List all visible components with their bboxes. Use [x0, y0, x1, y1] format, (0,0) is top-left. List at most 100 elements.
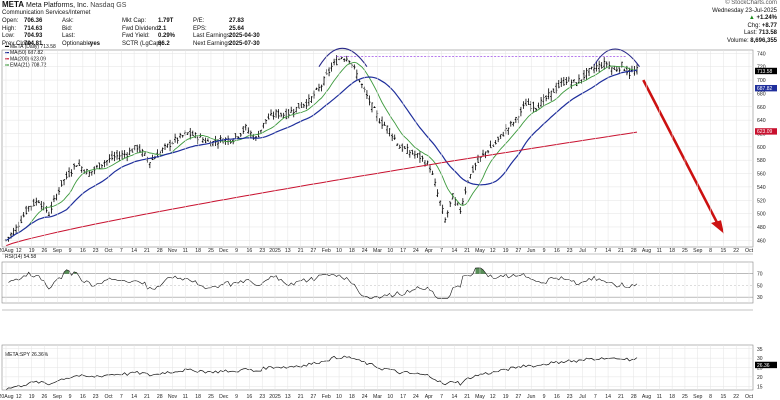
x-tick-label: 2025	[269, 248, 281, 254]
legend-label: EMA(21) 708.72	[10, 63, 47, 69]
x-tick-label: 16	[554, 394, 560, 400]
price-bar	[27, 205, 30, 212]
ma200-tag: 623.09	[757, 129, 773, 135]
price-bar	[439, 200, 442, 206]
x-tick-label: 11	[183, 248, 188, 254]
x-tick-label: 17	[400, 394, 406, 400]
price-bar	[123, 150, 126, 158]
price-bar	[383, 121, 386, 126]
rsi-panel[interactable]: 70 50 30 RSI(14) 54.58	[1, 253, 763, 304]
stat-label: Last:	[62, 33, 76, 40]
price-bar	[259, 129, 263, 134]
stat-value: 0.29%	[158, 33, 176, 40]
x-tick-label: 24	[362, 394, 368, 400]
stat-value: 66.2	[158, 40, 170, 47]
stat-label: SCTR (LgCap):	[122, 40, 164, 47]
price-bar	[428, 165, 432, 173]
price-bar	[274, 109, 278, 118]
price-bar	[141, 148, 144, 157]
price-panel[interactable]: 7407207006806606406206005805605405205004…	[1, 44, 777, 248]
ma200-tag-bg	[755, 128, 777, 135]
price-bar	[368, 95, 371, 106]
x-tick-label: 9	[69, 248, 72, 254]
x-tick-label: Sep	[53, 248, 62, 254]
y-tick-label: 600	[757, 145, 766, 151]
stat-row: Prev Close: 704.81	[2, 40, 46, 48]
x-tick-label: Oct	[104, 248, 113, 254]
x-tick-label: 14	[131, 394, 137, 400]
price-bar	[206, 138, 210, 142]
price-bar	[459, 206, 462, 214]
y-tick-label: 480	[757, 225, 766, 231]
price-bar	[100, 164, 104, 169]
price-bar	[378, 118, 381, 124]
y-tick-label: 460	[757, 238, 766, 244]
stat-value: 714.63	[24, 25, 43, 32]
price-bar	[519, 106, 522, 117]
change-percent: ▲ +1.24%	[748, 15, 777, 22]
ma50-tag-bg	[755, 84, 777, 92]
price-bar	[20, 215, 23, 224]
x-tick-label: May	[475, 248, 485, 254]
y-tick-label: 640	[757, 118, 766, 124]
stat-label: Last Earnings:	[193, 33, 232, 40]
x-tick-label: 23	[93, 248, 99, 254]
ratio-panel[interactable]: 35 30 25 20 15 META:SPY 26.36% 26.36	[1, 309, 777, 391]
y-tick-label: 70	[757, 272, 763, 278]
symbol-title: META Meta Platforms, Inc. Nasdaq GS	[2, 1, 126, 10]
price-bar	[70, 169, 73, 177]
stat-label: Prev Close:	[2, 40, 34, 47]
price-bar	[320, 84, 323, 92]
price-bar	[317, 83, 321, 92]
change-value: Chg: +8.77	[747, 22, 777, 29]
stat-row: Last Earnings: 2025-04-30	[193, 32, 265, 40]
x-tick-label: 8	[709, 394, 712, 400]
x-tick-label: 9	[543, 394, 546, 400]
last-price: Last: 713.58	[743, 30, 777, 37]
legend-label: MA(200) 623.09	[10, 56, 46, 62]
ratio-last-tag: 26.36	[757, 363, 770, 369]
price-bar	[181, 135, 184, 138]
price-bar	[608, 61, 611, 70]
price-bar	[14, 224, 18, 233]
x-tick-label: 27	[516, 394, 522, 400]
x-tick-label: 21	[298, 394, 304, 400]
price-bar	[512, 121, 515, 127]
stat-row: High: 714.63	[2, 25, 46, 33]
x-tick-label: 18	[195, 248, 201, 254]
price-bar	[186, 132, 189, 135]
x-tick-label: Dec	[219, 394, 229, 400]
x-tick-label: 21	[618, 394, 624, 400]
price-bar	[547, 88, 550, 100]
price-bar	[408, 150, 411, 158]
x-tick-label: 21	[144, 394, 150, 400]
price-bar	[105, 160, 109, 166]
x-tick-label: 19	[503, 394, 509, 400]
price-bar	[128, 147, 131, 155]
price-bar	[302, 103, 305, 109]
price-bar	[494, 140, 497, 145]
price-bar	[474, 162, 477, 171]
price-bar	[290, 106, 293, 113]
price-bar	[497, 136, 500, 143]
x-tick-label: May	[475, 394, 485, 400]
price-bar	[446, 210, 449, 218]
y-tick-label: 740	[757, 51, 766, 57]
ma50-line	[5, 69, 638, 241]
price-bar	[486, 150, 490, 154]
x-tick-label: 10	[336, 248, 342, 254]
stat-value: 25.64	[229, 25, 245, 32]
stat-value: 706.36	[24, 18, 43, 24]
x-tick-label: 22	[733, 394, 739, 400]
price-bar	[355, 69, 358, 80]
price-bar	[305, 99, 308, 110]
x-tick-label: Aug	[642, 394, 651, 400]
x-tick-label: 12	[490, 248, 496, 254]
stat-row: Next Earnings: 2025-07-30	[193, 40, 265, 48]
price-bar	[163, 143, 167, 151]
x-tick-label: 14	[451, 394, 457, 400]
price-bar	[189, 127, 192, 140]
stat-row: Low: 704.93	[2, 32, 46, 40]
price-bar	[47, 211, 51, 216]
